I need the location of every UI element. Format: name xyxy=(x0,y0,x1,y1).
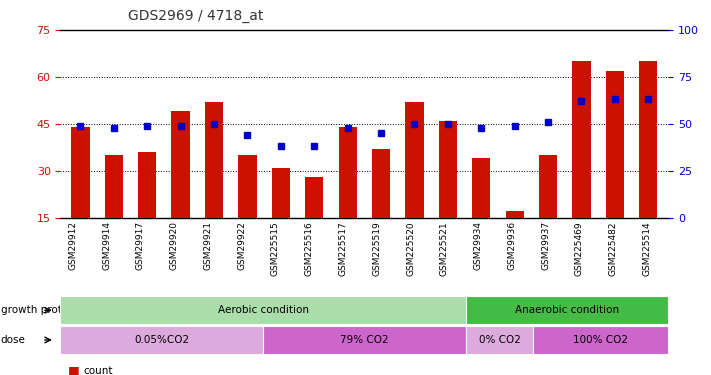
Text: GSM225519: GSM225519 xyxy=(373,221,381,276)
Text: GSM225517: GSM225517 xyxy=(338,221,348,276)
Bar xyxy=(71,127,90,218)
Text: GSM29917: GSM29917 xyxy=(136,221,145,270)
Text: dose: dose xyxy=(1,335,26,345)
Bar xyxy=(606,70,624,217)
Bar xyxy=(506,211,524,217)
Bar xyxy=(405,102,424,218)
Bar xyxy=(572,61,591,217)
Text: GDS2969 / 4718_at: GDS2969 / 4718_at xyxy=(128,9,263,23)
Text: 100% CO2: 100% CO2 xyxy=(573,335,629,345)
Text: GSM29934: GSM29934 xyxy=(474,221,483,270)
Text: 0% CO2: 0% CO2 xyxy=(479,335,520,345)
Text: Anaerobic condition: Anaerobic condition xyxy=(515,305,619,315)
Bar xyxy=(338,127,357,218)
Bar xyxy=(539,155,557,218)
Text: ■: ■ xyxy=(68,364,80,375)
Text: Aerobic condition: Aerobic condition xyxy=(218,305,309,315)
Bar xyxy=(238,155,257,218)
Bar xyxy=(372,149,390,217)
Text: GSM29912: GSM29912 xyxy=(68,221,77,270)
Bar xyxy=(171,111,190,218)
Bar xyxy=(439,121,457,218)
Bar xyxy=(205,102,223,218)
Text: 0.05%CO2: 0.05%CO2 xyxy=(134,335,189,345)
Bar xyxy=(472,158,491,218)
Text: GSM225514: GSM225514 xyxy=(643,221,651,276)
Bar xyxy=(305,177,324,218)
Text: 79% CO2: 79% CO2 xyxy=(340,335,389,345)
Bar xyxy=(272,168,290,217)
Text: GSM29921: GSM29921 xyxy=(203,221,213,270)
Text: GSM225515: GSM225515 xyxy=(271,221,280,276)
Text: GSM225516: GSM225516 xyxy=(305,221,314,276)
Bar xyxy=(138,152,156,217)
Text: GSM29936: GSM29936 xyxy=(508,221,516,270)
Text: GSM29914: GSM29914 xyxy=(102,221,111,270)
Bar xyxy=(639,61,658,217)
Text: GSM29937: GSM29937 xyxy=(541,221,550,270)
Text: growth protocol: growth protocol xyxy=(1,305,83,315)
Text: count: count xyxy=(83,366,112,375)
Text: GSM225469: GSM225469 xyxy=(575,221,584,276)
Text: GSM225520: GSM225520 xyxy=(406,221,415,276)
Bar xyxy=(105,155,123,218)
Text: GSM29920: GSM29920 xyxy=(170,221,178,270)
Text: GSM29922: GSM29922 xyxy=(237,221,246,270)
Text: GSM225482: GSM225482 xyxy=(609,221,618,276)
Text: GSM225521: GSM225521 xyxy=(440,221,449,276)
